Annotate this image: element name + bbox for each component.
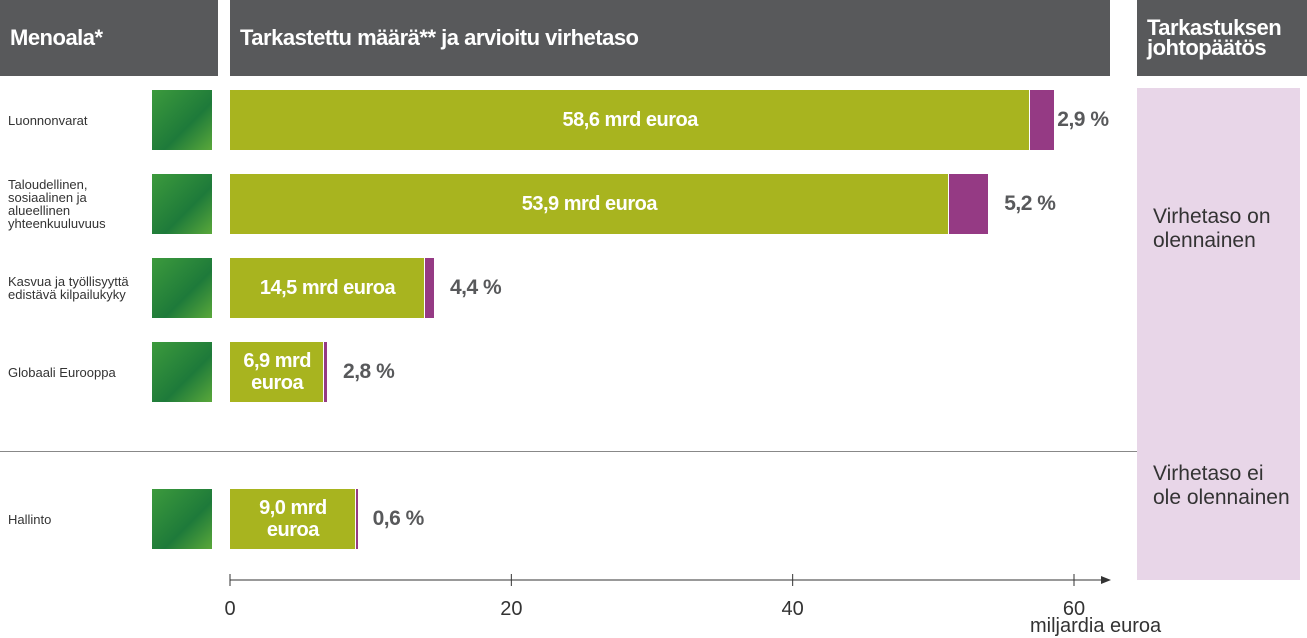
value-label: 58,6 mrd euroa (562, 109, 699, 131)
header: Tarkastettu määrä** ja arvioitu virhetas… (230, 0, 1110, 76)
category-label: Taloudellinen, sosiaalinen ja alueelline… (8, 177, 106, 231)
error-bar (424, 258, 434, 318)
value-label: 6,9 mrd euroa (243, 350, 311, 394)
bar (230, 258, 424, 318)
value-label: 53,9 mrd euroa (521, 193, 658, 215)
error-bar (1030, 90, 1055, 150)
error-label: 0,6 % (372, 507, 425, 530)
conclusion: Virhetaso ei ole olennainen (1153, 462, 1290, 509)
bar (230, 90, 1030, 150)
category-label: Globaali Eurooppa (8, 364, 116, 380)
header: Tarkastuksen johtopäätös (1137, 0, 1307, 76)
error-label: 2,8 % (343, 360, 395, 383)
error-label: 2,9 % (1057, 108, 1109, 131)
category-label: Kasvua ja työllisyyttä edistävä kilpailu… (8, 274, 129, 302)
icon (152, 174, 212, 234)
category-label: Hallinto (8, 511, 52, 527)
bar (230, 489, 355, 549)
bar (230, 174, 948, 234)
separator (0, 451, 1137, 452)
x-tick-label: 20 (500, 598, 522, 620)
header: Menoala* (0, 0, 218, 76)
category-label: Luonnonvarat (8, 112, 88, 128)
icon (152, 342, 212, 402)
error-bar (355, 489, 358, 549)
icon (152, 90, 212, 150)
value-label: 14,5 mrd euroa (259, 277, 396, 299)
x-tick-label: 0 (224, 598, 235, 620)
x-tick-label: 60 (1063, 598, 1085, 620)
conclusion: Virhetaso on olennainen (1153, 205, 1271, 252)
value-label: 9,0 mrd euroa (259, 497, 327, 541)
icon (152, 489, 212, 549)
error-bar (948, 174, 989, 234)
bar (230, 342, 324, 402)
error-label: 4,4 % (449, 276, 502, 299)
error-bar (324, 342, 328, 402)
x-axis-label: miljardia euroa (1030, 615, 1162, 637)
icon (152, 258, 212, 318)
error-label: 5,2 % (1004, 192, 1056, 215)
x-tick-label: 40 (782, 598, 804, 620)
conclusion-panel (1137, 88, 1300, 580)
